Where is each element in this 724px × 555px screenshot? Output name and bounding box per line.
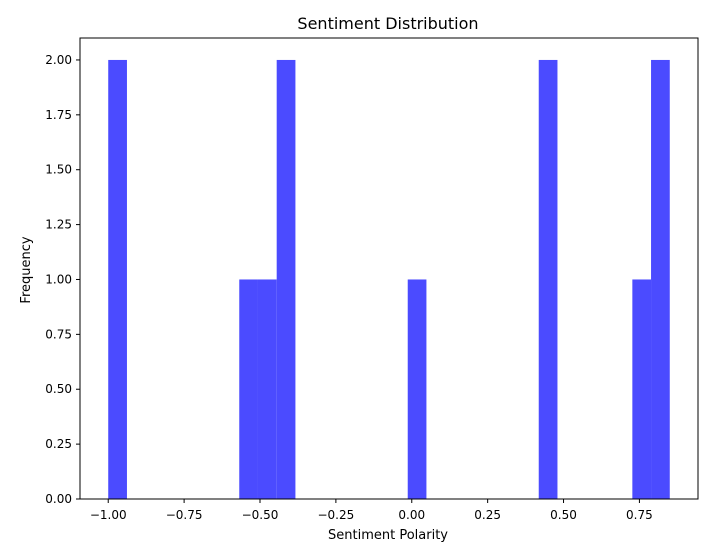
y-axis-label: Frequency: [19, 236, 34, 303]
y-axis: 0.00 0.25 0.50 0.75 1.00 1.25 1.50 1.75 2.00: [45, 53, 80, 506]
y-tick-label-4: 0.75: [45, 327, 72, 341]
histogram-bar-5: [407, 279, 427, 499]
x-tick-label-4: −0.25: [317, 508, 354, 522]
y-tick-label-3: 0.50: [45, 382, 72, 396]
chart-title: Sentiment Distribution: [297, 14, 478, 33]
x-tick-label-8: 0.75: [626, 508, 653, 522]
y-tick-label-7: 1.50: [45, 163, 72, 177]
histogram-bar-8: [651, 59, 670, 499]
y-tick-label-9: 2.00: [45, 53, 72, 67]
x-tick-label-2: −0.75: [166, 508, 203, 522]
x-tick-label-5: 0.00: [398, 508, 425, 522]
histogram-bar-2: [239, 279, 258, 499]
x-tick-label-7: 0.50: [550, 508, 577, 522]
histogram-bar-7: [632, 279, 652, 499]
plot-frame: [79, 37, 699, 500]
bars-layer: [108, 59, 670, 499]
y-tick-label-2: 0.25: [45, 437, 72, 451]
x-tick-label-1: −1.00: [90, 508, 127, 522]
y-tick-label-1: 0.00: [45, 492, 72, 506]
histogram-bar-4: [276, 59, 296, 499]
y-tick-label-6: 1.25: [45, 218, 72, 232]
y-tick-label-8: 1.75: [45, 108, 72, 122]
x-tick-label-6: 0.25: [474, 508, 501, 522]
histogram-bar-1: [108, 59, 127, 499]
x-tick-label-3: −0.50: [242, 508, 279, 522]
x-axis-label: Sentiment Polarity: [328, 528, 448, 543]
histogram-bar-3: [257, 279, 277, 499]
x-axis: −1.00 −0.75 −0.50 −0.25 0.00 0.25 0.50 0.75: [90, 499, 653, 522]
y-tick-label-5: 1.00: [45, 272, 72, 286]
histogram-bar-6: [538, 59, 558, 499]
